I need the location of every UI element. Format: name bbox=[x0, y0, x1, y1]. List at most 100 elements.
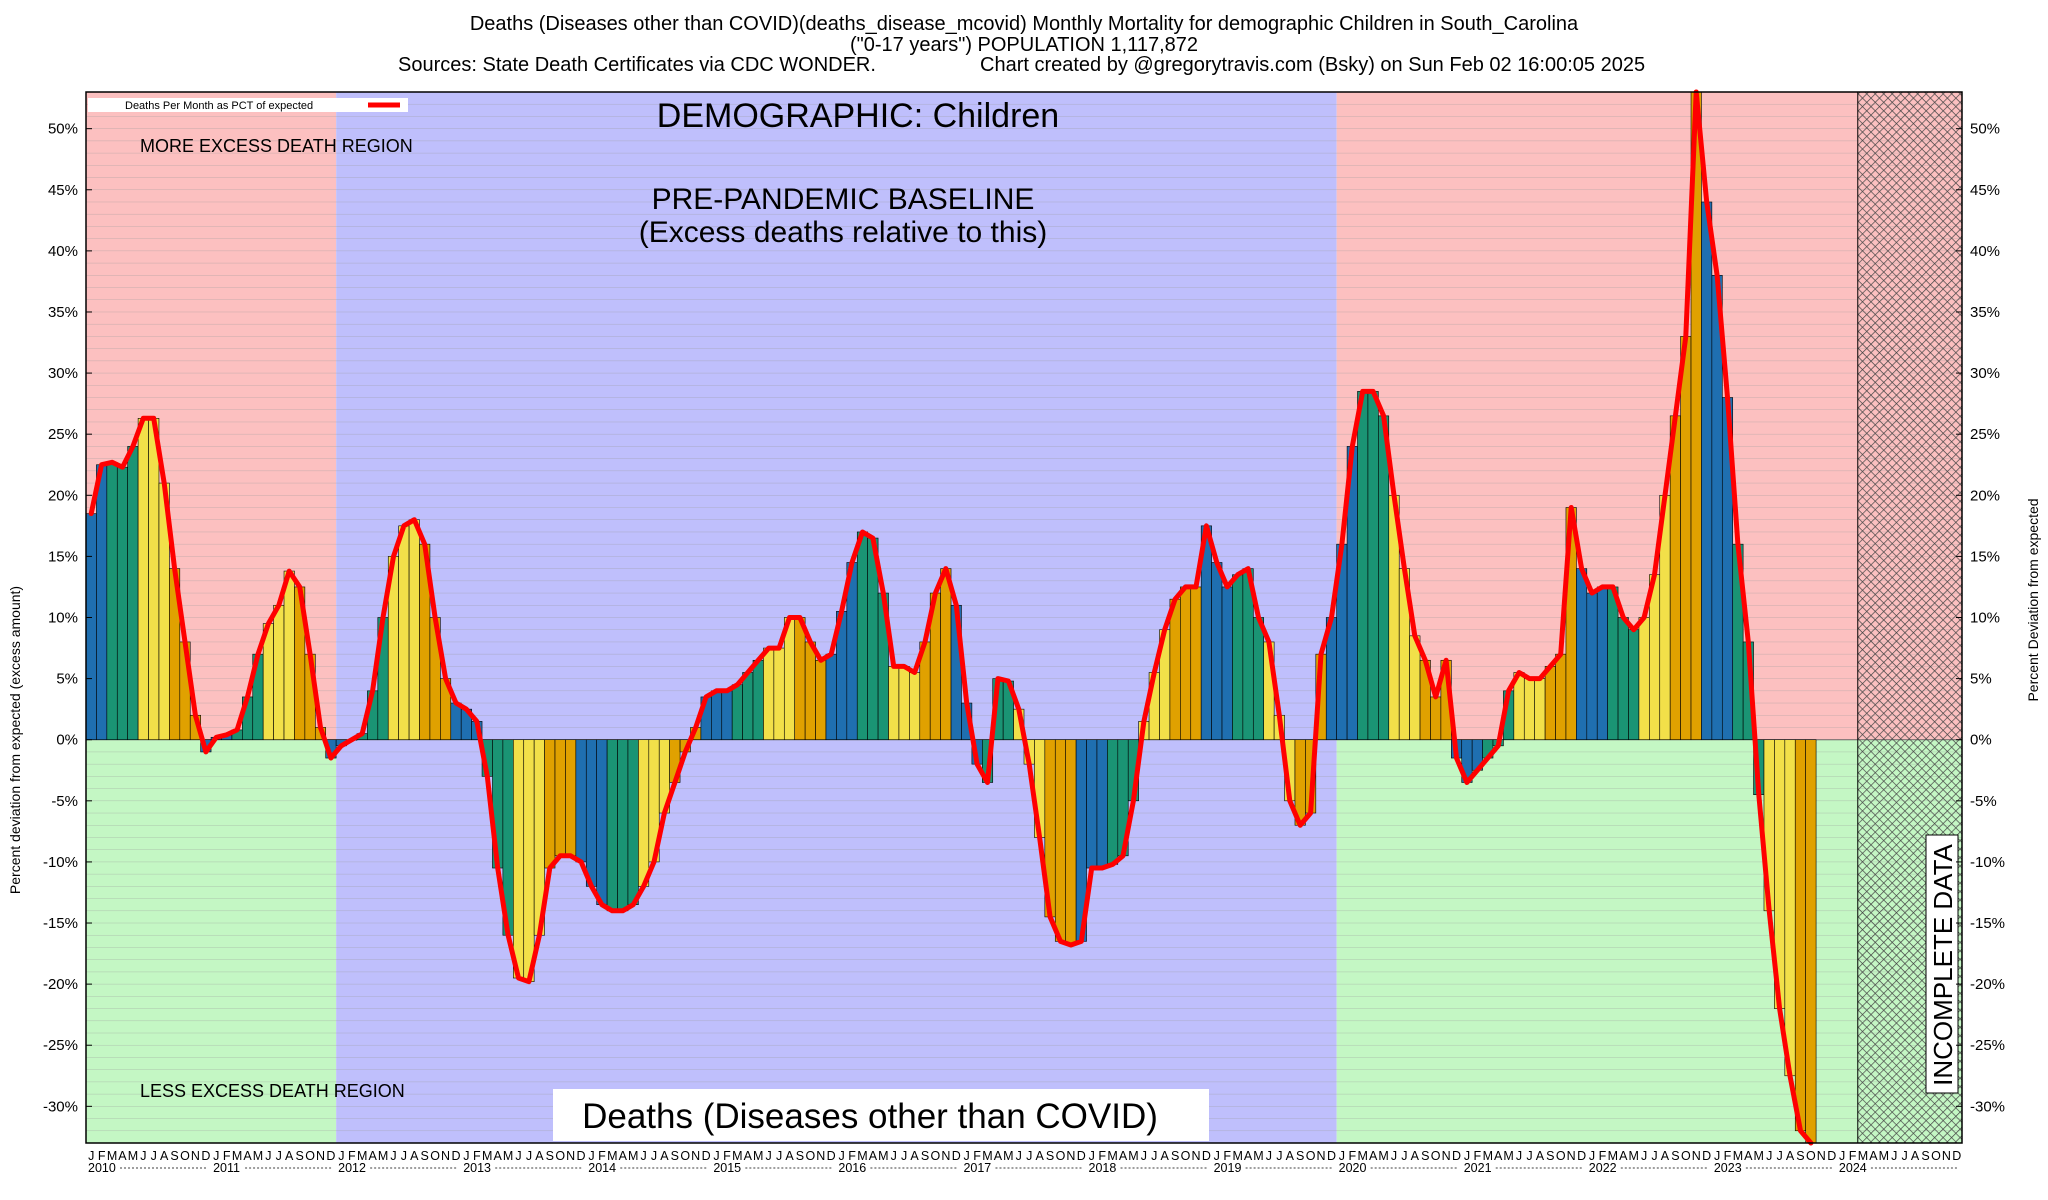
y-tick-label-left: 20% bbox=[48, 487, 78, 504]
bar-127 bbox=[1409, 635, 1421, 741]
x-month-label: A bbox=[1411, 1149, 1420, 1163]
bar-49 bbox=[596, 739, 608, 905]
x-month-label: J bbox=[1214, 1149, 1220, 1163]
bar-163 bbox=[1784, 739, 1796, 1077]
x-month-label: J bbox=[213, 1149, 219, 1163]
x-year-label-2018: 2018 bbox=[1089, 1161, 1117, 1175]
x-month-label: O bbox=[430, 1149, 440, 1163]
bar-140 bbox=[1544, 666, 1556, 741]
bar-63 bbox=[742, 672, 754, 741]
x-month-label: N bbox=[1692, 1149, 1701, 1163]
x-month-label: S bbox=[295, 1149, 303, 1163]
x-month-label: J bbox=[140, 1149, 146, 1163]
x-year-label-2022: 2022 bbox=[1589, 1161, 1617, 1175]
x-month-label: S bbox=[671, 1149, 679, 1163]
x-month-label: J bbox=[1776, 1149, 1782, 1163]
x-month-label: A bbox=[1119, 1149, 1128, 1163]
x-month-label: A bbox=[1161, 1149, 1170, 1163]
x-month-label: S bbox=[1046, 1149, 1054, 1163]
bar-149 bbox=[1638, 617, 1650, 741]
x-month-label: D bbox=[1827, 1149, 1836, 1163]
x-month-label: J bbox=[713, 1149, 719, 1163]
x-month-label: S bbox=[1546, 1149, 1554, 1163]
y-tick-label-left: -20% bbox=[43, 976, 78, 993]
x-month-label: M bbox=[1858, 1149, 1868, 1163]
x-month-label: A bbox=[1494, 1149, 1503, 1163]
x-month-label: M bbox=[1253, 1149, 1263, 1163]
x-month-label: F bbox=[973, 1149, 981, 1163]
x-month-label: M bbox=[253, 1149, 263, 1163]
bar-65 bbox=[763, 647, 775, 741]
x-month-label: J bbox=[1339, 1149, 1345, 1163]
x-month-label: J bbox=[1766, 1149, 1772, 1163]
x-month-label: F bbox=[848, 1149, 856, 1163]
x-month-label: M bbox=[1358, 1149, 1368, 1163]
y-tick-label-right: -20% bbox=[1970, 976, 2005, 993]
legend-label: Deaths Per Month as PCT of expected bbox=[125, 100, 313, 112]
bar-122 bbox=[1357, 391, 1369, 741]
y-tick-label-left: 0% bbox=[56, 732, 78, 749]
bar-47 bbox=[575, 739, 587, 863]
bottom-title: Deaths (Diseases other than COVID) bbox=[582, 1097, 1158, 1136]
x-month-label: O bbox=[1181, 1149, 1191, 1163]
x-month-label: D bbox=[1702, 1149, 1711, 1163]
bar-146 bbox=[1607, 586, 1619, 741]
x-month-label: F bbox=[223, 1149, 231, 1163]
y-tick-label-right: 15% bbox=[1970, 548, 2000, 565]
x-year-label-2020: 2020 bbox=[1339, 1161, 1367, 1175]
y-tick-label-left: 50% bbox=[48, 121, 78, 138]
bar-4 bbox=[127, 446, 139, 741]
x-month-label: J bbox=[901, 1149, 907, 1163]
baseline-label-line2: (Excess deaths relative to this) bbox=[639, 216, 1048, 249]
x-month-label: D bbox=[326, 1149, 335, 1163]
bar-148 bbox=[1628, 629, 1640, 741]
x-month-label: D bbox=[1577, 1149, 1586, 1163]
x-month-label: S bbox=[170, 1149, 178, 1163]
less-excess-label: LESS EXCESS DEATH REGION bbox=[140, 1081, 405, 1101]
x-month-label: F bbox=[1724, 1149, 1732, 1163]
y-tick-label-right: -5% bbox=[1970, 793, 1997, 810]
x-month-label: M bbox=[232, 1149, 242, 1163]
x-month-label: N bbox=[816, 1149, 825, 1163]
x-month-label: N bbox=[691, 1149, 700, 1163]
bar-147 bbox=[1617, 617, 1629, 741]
x-month-label: M bbox=[482, 1149, 492, 1163]
bar-77 bbox=[888, 666, 900, 741]
x-month-label: M bbox=[878, 1149, 888, 1163]
x-month-label: M bbox=[1879, 1149, 1889, 1163]
bar-3 bbox=[116, 466, 128, 741]
bar-78 bbox=[898, 666, 910, 741]
x-month-label: M bbox=[732, 1149, 742, 1163]
bar-104 bbox=[1169, 598, 1181, 741]
x-month-label: N bbox=[316, 1149, 325, 1163]
x-month-label: A bbox=[1286, 1149, 1295, 1163]
y-axis-ticks: 50% 50% 45% 45% 40% 40% 35% 35% 30% 30% 25% 25% 20% 2… bbox=[43, 121, 2005, 1116]
x-month-label: A bbox=[1035, 1149, 1044, 1163]
x-month-label: M bbox=[857, 1149, 867, 1163]
x-month-label: M bbox=[1733, 1149, 1743, 1163]
y-axis-label-right: Percent Deviation from expected bbox=[2025, 498, 2041, 701]
y-tick-label-right: 0% bbox=[1970, 732, 1992, 749]
y-tick-label-left: 15% bbox=[48, 548, 78, 565]
y-tick-label-left: 25% bbox=[48, 426, 78, 443]
horizontal-gridlines bbox=[86, 91, 1962, 1144]
x-month-label: J bbox=[964, 1149, 970, 1163]
x-month-label: O bbox=[180, 1149, 190, 1163]
bar-45 bbox=[554, 739, 566, 857]
x-year-label-2019: 2019 bbox=[1214, 1161, 1242, 1175]
x-month-label: J bbox=[1026, 1149, 1032, 1163]
x-month-label: D bbox=[827, 1149, 836, 1163]
chart-title-line1: Deaths (Diseases other than COVID)(death… bbox=[469, 13, 1579, 35]
chart-source-text: Sources: State Death Certificates via CD… bbox=[398, 54, 876, 76]
x-month-label: M bbox=[1483, 1149, 1493, 1163]
incomplete-data-label: INCOMPLETE DATA bbox=[1928, 843, 1958, 1085]
y-tick-label-left: 40% bbox=[48, 243, 78, 260]
x-month-label: S bbox=[1921, 1149, 1929, 1163]
y-tick-label-right: 25% bbox=[1970, 426, 2000, 443]
x-month-label: F bbox=[1098, 1149, 1106, 1163]
x-month-label: A bbox=[410, 1149, 419, 1163]
x-month-label: N bbox=[941, 1149, 950, 1163]
x-month-label: M bbox=[128, 1149, 138, 1163]
deficit-region-pre bbox=[86, 739, 337, 1143]
